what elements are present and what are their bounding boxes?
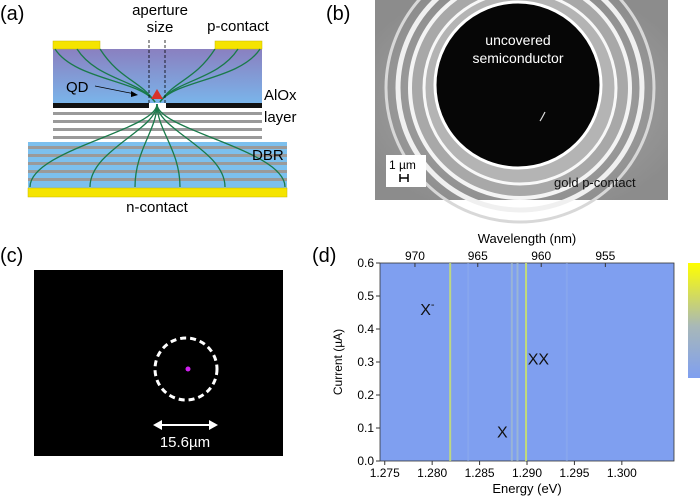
- qd-label: QD: [66, 79, 89, 96]
- spectral-line: [449, 263, 452, 461]
- x2-axis-label: Wavelength (nm): [478, 231, 577, 246]
- scale-bar-box: [386, 155, 426, 187]
- panel-d-heatmap: (d) 1.275 1.280 1.285 1.290 1.295 1.300 0.0 0.1…: [312, 231, 700, 496]
- x2-tick-label: 955: [595, 249, 615, 263]
- panel-a-label: (a): [0, 3, 24, 25]
- p-contact-left: [52, 40, 101, 50]
- dbr-stripe: [28, 162, 287, 165]
- y-tick-label: 0.0: [357, 454, 374, 468]
- qd-arrowhead-icon: [131, 91, 138, 97]
- y-tick-label: 0.3: [357, 355, 374, 369]
- camera-image: [34, 270, 283, 456]
- ring-2: [395, 0, 645, 213]
- spectral-line: [467, 263, 470, 461]
- field-line: [134, 103, 158, 188]
- x2-tick-label: 970: [405, 249, 425, 263]
- dbr-stripe: [53, 120, 262, 123]
- emission-spot: [185, 366, 191, 372]
- qd-arrow: [94, 85, 136, 95]
- peak-annotation-text: X: [497, 424, 508, 441]
- field-line: [156, 103, 181, 188]
- panel-a-device-schematic: (a) aperture size p-contact QD AlOx laye…: [0, 2, 297, 216]
- p-contact-label: p-contact: [207, 18, 270, 35]
- n-contact-label: n-contact: [126, 199, 189, 216]
- dbr-stripe: [28, 170, 287, 173]
- x2-tick-label: 965: [468, 249, 488, 263]
- spectral-line: [565, 263, 568, 461]
- field-line: [29, 103, 158, 188]
- y-tick-label: 0.2: [357, 388, 374, 402]
- dbr-stripe: [53, 128, 262, 131]
- dashed-circle: [153, 336, 219, 402]
- field-line: [156, 103, 226, 188]
- y-axis-label: Current (µA): [331, 329, 345, 395]
- arrow-left-icon: [153, 420, 162, 430]
- panel-d-label: (d): [312, 245, 336, 267]
- panel-c-label: (c): [0, 245, 23, 267]
- dbr-stripe: [28, 178, 287, 181]
- spectral-line: [516, 263, 519, 461]
- field-line: [159, 48, 261, 103]
- panel-c-luminescence-image: (c) 15.6µm: [0, 245, 283, 456]
- alox-label: AlOx: [264, 87, 297, 104]
- y-tick-label: 0.4: [357, 322, 374, 336]
- y-tick-label: 0.5: [357, 289, 374, 303]
- spectral-line: [525, 263, 528, 461]
- peak-annotation: XX: [528, 352, 550, 369]
- scale-bar-icon: [399, 174, 409, 182]
- aperture-dark-disc: [433, 0, 603, 170]
- sem-artifact: [539, 111, 546, 122]
- aperture-size-label: size: [147, 19, 174, 36]
- peak-annotation-sup: -: [431, 299, 435, 311]
- dbr-stripe: [28, 146, 287, 149]
- x-tick-label: 1.285: [465, 466, 495, 480]
- peak-annotation-text: X: [420, 302, 431, 319]
- scale-bar-label: 1 µm: [389, 158, 416, 172]
- outer-ring: [384, 0, 656, 224]
- panel-b-sem-image: (b) uncovered semiconductor 1 µm gold p-…: [326, 0, 668, 224]
- x2-tick-label: 960: [531, 249, 551, 263]
- field-line: [99, 48, 156, 103]
- dbr-label: DBR: [252, 147, 284, 164]
- quantum-dot: [151, 89, 163, 99]
- panel-b-label: (b): [326, 3, 350, 25]
- field-line: [156, 103, 286, 188]
- scale-label: 15.6µm: [160, 434, 210, 451]
- alox-layer-label: layer: [264, 109, 297, 126]
- dbr-stripes: [28, 112, 287, 181]
- gold-p-contact-label: gold p-contact: [554, 175, 636, 190]
- dbr-stripe: [28, 154, 287, 157]
- uncovered-label: uncovered: [485, 32, 550, 48]
- x-tick-label: 1.290: [512, 466, 542, 480]
- arrow-right-icon: [209, 420, 218, 430]
- semiconductor-label: semiconductor: [472, 50, 563, 66]
- peak-annotation: X-: [420, 299, 435, 319]
- colorbar: [688, 263, 700, 378]
- spectral-line: [510, 263, 513, 461]
- p-contact-right: [214, 40, 263, 50]
- dbr-stripe: [53, 136, 262, 139]
- n-contact-bar: [27, 187, 288, 198]
- field-line: [89, 103, 158, 188]
- x-tick-label: 1.280: [417, 466, 447, 480]
- y-tick-label: 0.6: [357, 256, 374, 270]
- alox-layer-left: [53, 103, 149, 108]
- y-tick-label: 0.1: [357, 421, 374, 435]
- x-tick-label: 1.295: [559, 466, 589, 480]
- aperture-label: aperture: [132, 2, 188, 19]
- x-tick-label: 1.275: [370, 466, 400, 480]
- x-axis-label: Energy (eV): [492, 481, 561, 496]
- alox-layer-right: [166, 103, 262, 108]
- peak-annotation: X: [497, 424, 508, 441]
- peak-annotation-text: XX: [528, 352, 550, 369]
- x-tick-label: 1.300: [607, 466, 637, 480]
